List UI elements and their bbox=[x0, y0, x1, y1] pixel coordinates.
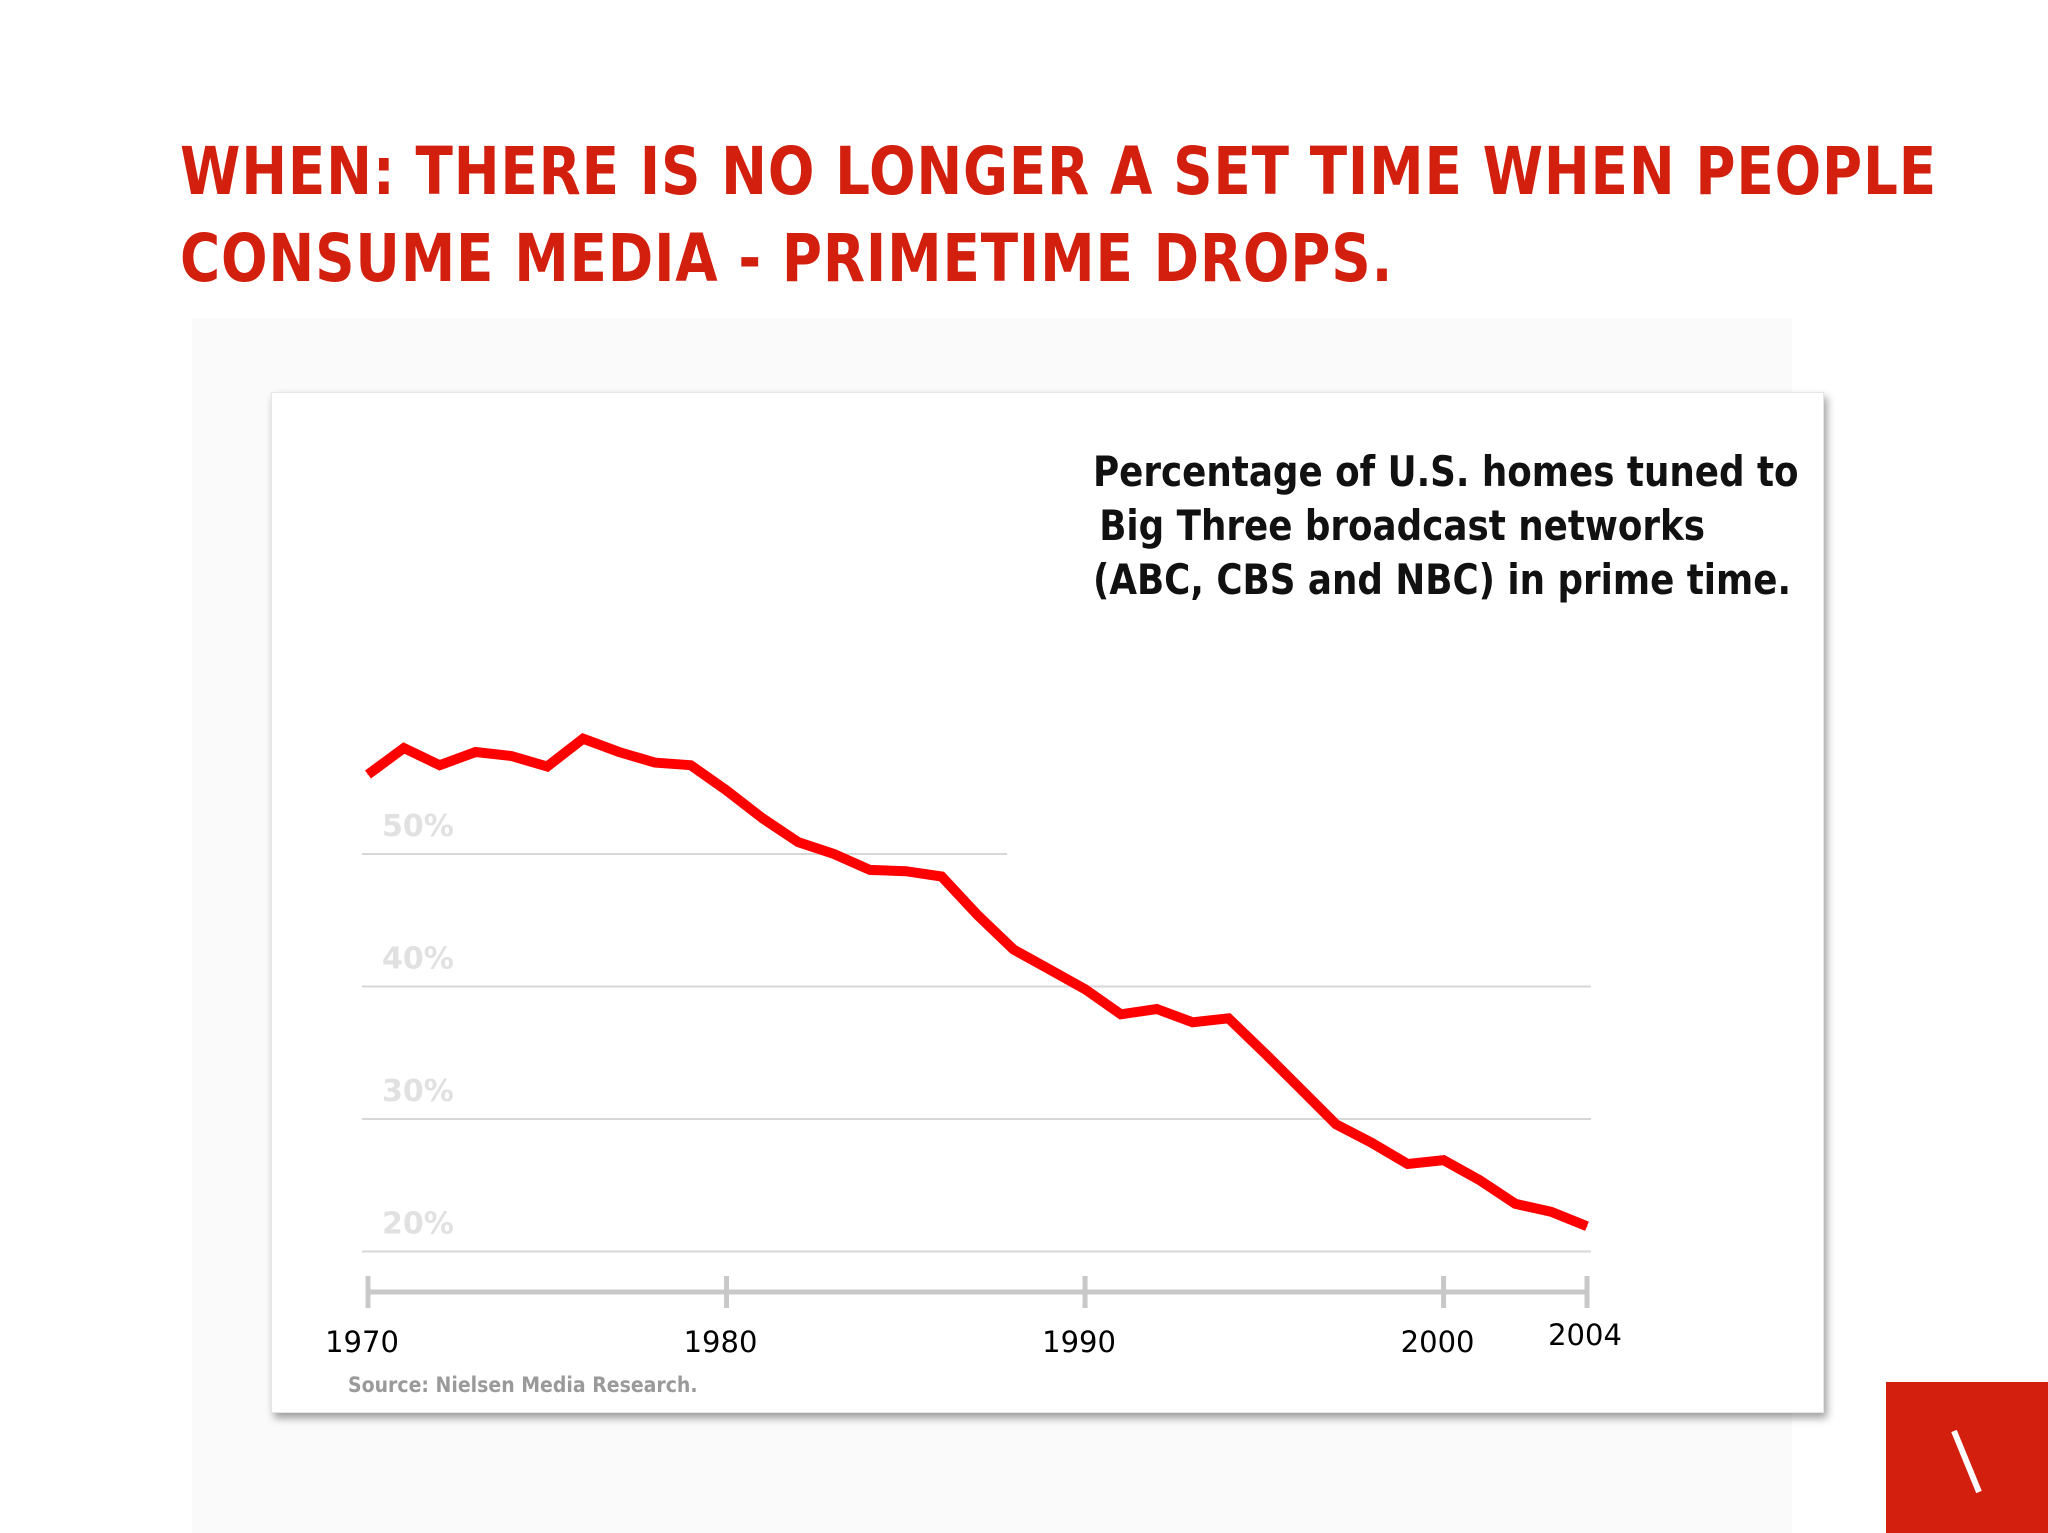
chart-caption: Percentage of U.S. homes tuned to Big Th… bbox=[1093, 445, 1799, 607]
data-point bbox=[1012, 948, 1014, 950]
chart-caption-line-2: Big Three broadcast networks bbox=[1099, 501, 1705, 550]
data-point bbox=[1514, 1203, 1516, 1205]
logo bbox=[1886, 1382, 2048, 1533]
y-tick-label: 20% bbox=[382, 1207, 454, 1242]
chart-card: 20% 30% 40% 50% 1970 1980 1990 2000 2004 Percen… bbox=[271, 392, 1824, 1413]
grid-lines bbox=[362, 853, 1591, 1253]
source-note: Source: Nielsen Media Research. bbox=[348, 1373, 698, 1397]
data-point bbox=[475, 751, 477, 753]
data-point bbox=[1156, 1008, 1158, 1010]
data-point bbox=[546, 766, 548, 768]
data-point bbox=[726, 789, 728, 791]
data-point bbox=[618, 751, 620, 753]
slide-title-line-2: CONSUME MEDIA - PRIMETIME DROPS. bbox=[180, 220, 1394, 297]
data-point bbox=[905, 870, 907, 872]
data-point bbox=[510, 755, 512, 757]
data-point bbox=[1048, 968, 1050, 970]
backslash-mark-icon bbox=[1951, 1429, 1982, 1494]
data-point bbox=[1478, 1179, 1480, 1181]
data-point bbox=[1335, 1123, 1337, 1125]
data-point bbox=[1407, 1163, 1409, 1165]
data-point bbox=[367, 774, 369, 775]
data-point bbox=[1550, 1211, 1552, 1213]
data-point bbox=[977, 914, 978, 916]
series-layer bbox=[365, 733, 1589, 1231]
y-tick-label: 30% bbox=[382, 1074, 454, 1109]
series-line-0 bbox=[365, 733, 1589, 1231]
data-point bbox=[1443, 1159, 1445, 1161]
chart-caption-line-1: Percentage of U.S. homes tuned to bbox=[1093, 447, 1799, 496]
data-point bbox=[761, 817, 763, 819]
data-point bbox=[797, 841, 799, 843]
data-point bbox=[1371, 1142, 1373, 1144]
data-point bbox=[1227, 1017, 1229, 1019]
data-point bbox=[833, 853, 835, 855]
x-tick-labels: 1970 1980 1990 2000 2004 bbox=[325, 1318, 1622, 1359]
data-point bbox=[439, 764, 441, 766]
data-point bbox=[1263, 1052, 1265, 1054]
data-point bbox=[582, 738, 584, 740]
x-tick-label: 1970 bbox=[325, 1325, 399, 1359]
data-point bbox=[403, 747, 405, 749]
x-axis bbox=[365, 1276, 1590, 1308]
data-point bbox=[690, 764, 692, 766]
x-tick-label: 2000 bbox=[1401, 1325, 1475, 1359]
data-point bbox=[1120, 1013, 1122, 1015]
line-chart: 20% 30% 40% 50% 1970 1980 1990 2000 2004 bbox=[325, 733, 1622, 1359]
x-tick-label: 2004 bbox=[1548, 1318, 1622, 1352]
data-point bbox=[654, 762, 656, 764]
x-tick-label: 1980 bbox=[684, 1325, 758, 1359]
data-point bbox=[1192, 1021, 1194, 1023]
y-tick-label: 40% bbox=[382, 942, 454, 977]
slide-title-line-1: WHEN: THERE IS NO LONGER A SET TIME WHEN… bbox=[180, 133, 1937, 210]
y-tick-label: 50% bbox=[382, 809, 454, 844]
slide-title: WHEN: THERE IS NO LONGER A SET TIME WHEN… bbox=[180, 128, 1937, 302]
y-tick-labels: 20% 30% 40% 50% bbox=[382, 809, 454, 1242]
x-tick-label: 1990 bbox=[1042, 1325, 1116, 1359]
data-point bbox=[1084, 988, 1086, 990]
chart-caption-line-3: (ABC, CBS and NBC) in prime time. bbox=[1093, 555, 1792, 604]
data-point bbox=[869, 869, 871, 871]
data-point bbox=[1299, 1088, 1301, 1090]
data-point bbox=[1586, 1225, 1588, 1227]
data-point bbox=[941, 876, 943, 878]
